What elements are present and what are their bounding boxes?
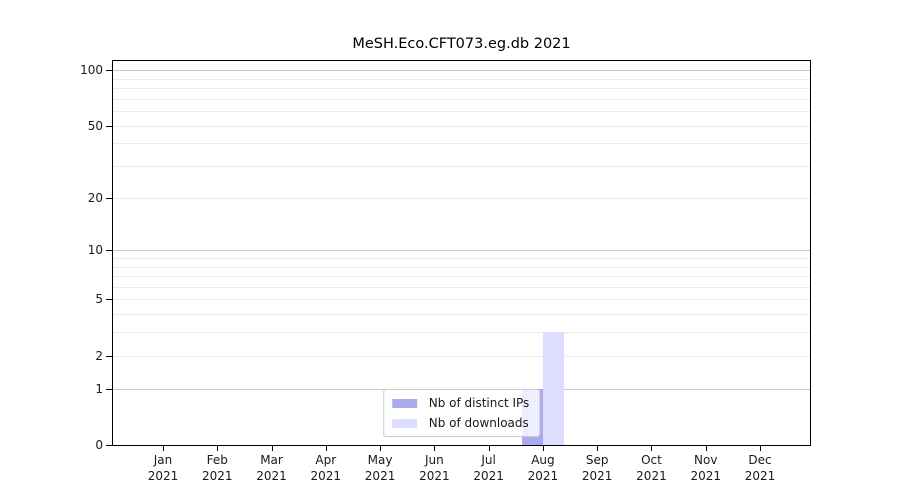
gridline-minor <box>113 355 810 357</box>
y-tick <box>106 299 112 301</box>
gridline-minor <box>113 314 810 316</box>
x-tick-label: Feb 2021 <box>201 453 233 483</box>
x-tick-label: Jan 2021 <box>147 453 179 483</box>
legend-item-downloads: Nb of downloads <box>391 416 530 430</box>
bar-downloads <box>542 332 564 445</box>
gridline-minor <box>113 143 810 145</box>
x-tick <box>542 445 544 451</box>
y-tick <box>106 388 112 390</box>
y-tick-label: 1 <box>95 381 103 396</box>
x-tick-label: Apr 2021 <box>310 453 342 483</box>
gridline-minor <box>113 332 810 334</box>
gridline-major <box>113 70 810 72</box>
y-tick <box>106 125 112 127</box>
gridline-minor <box>113 78 810 80</box>
x-tick-label: Sep 2021 <box>581 453 613 483</box>
x-tick-label: Jul 2021 <box>473 453 504 483</box>
x-tick <box>651 445 653 451</box>
x-tick <box>271 445 273 451</box>
x-tick-label: Mar 2021 <box>256 453 287 483</box>
gridline-major <box>113 250 810 252</box>
x-tick <box>325 445 327 451</box>
gridline-minor <box>113 257 810 259</box>
x-tick-label: Oct 2021 <box>636 453 667 483</box>
legend-label-distinct-ips: Nb of distinct IPs <box>428 396 530 410</box>
y-tick <box>106 70 112 72</box>
legend-item-distinct-ips: Nb of distinct IPs <box>391 396 530 410</box>
y-tick-label: 20 <box>87 190 103 205</box>
gridline-minor <box>113 276 810 278</box>
gridline-minor <box>113 286 810 288</box>
x-tick <box>163 445 164 451</box>
gridline-minor <box>113 299 810 301</box>
x-tick-label: Nov 2021 <box>690 453 721 483</box>
y-tick-label: 0 <box>95 438 103 452</box>
gridline-minor <box>113 266 810 268</box>
y-tick-label: 2 <box>95 348 103 363</box>
gridline-minor <box>113 88 810 90</box>
y-tick-label: 5 <box>95 292 103 307</box>
gridline-minor <box>113 197 810 199</box>
x-tick-label: Dec 2021 <box>744 453 776 483</box>
legend-swatch-downloads <box>391 418 417 428</box>
gridline-minor <box>113 111 810 113</box>
x-tick <box>380 445 382 451</box>
x-tick <box>760 445 761 451</box>
y-tick <box>106 355 112 357</box>
y-tick <box>106 250 112 252</box>
x-tick-label: May 2021 <box>364 453 396 483</box>
plot-area: Nb of distinct IPs Nb of downloads <box>113 61 810 445</box>
chart-title: MeSH.Eco.CFT073.eg.db 2021 <box>352 36 571 52</box>
y-tick-label: 10 <box>87 243 103 258</box>
x-tick <box>488 445 490 451</box>
x-tick <box>705 445 707 451</box>
y-tick <box>106 445 112 446</box>
legend-label-downloads: Nb of downloads <box>428 416 529 430</box>
y-tick-label: 100 <box>80 63 103 78</box>
gridline-minor <box>113 98 810 100</box>
y-tick <box>106 197 112 199</box>
legend: Nb of distinct IPs Nb of downloads <box>382 389 541 437</box>
x-tick <box>597 445 599 451</box>
x-tick <box>217 445 219 451</box>
gridline-minor <box>113 166 810 168</box>
gridline-minor <box>113 125 810 127</box>
x-tick <box>434 445 436 451</box>
y-tick-label: 50 <box>87 118 103 133</box>
x-tick-label: Aug 2021 <box>527 453 559 483</box>
x-tick-label: Jun 2021 <box>419 453 450 483</box>
legend-swatch-distinct-ips <box>391 398 417 408</box>
